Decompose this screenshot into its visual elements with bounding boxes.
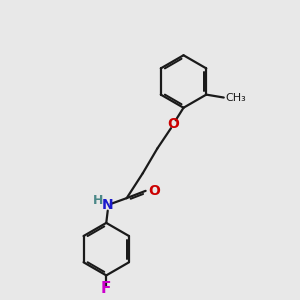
Text: O: O (148, 184, 160, 198)
Text: H: H (93, 194, 103, 207)
Text: F: F (101, 281, 112, 296)
Text: CH₃: CH₃ (225, 92, 246, 103)
Text: O: O (167, 117, 179, 131)
Text: N: N (102, 198, 113, 212)
